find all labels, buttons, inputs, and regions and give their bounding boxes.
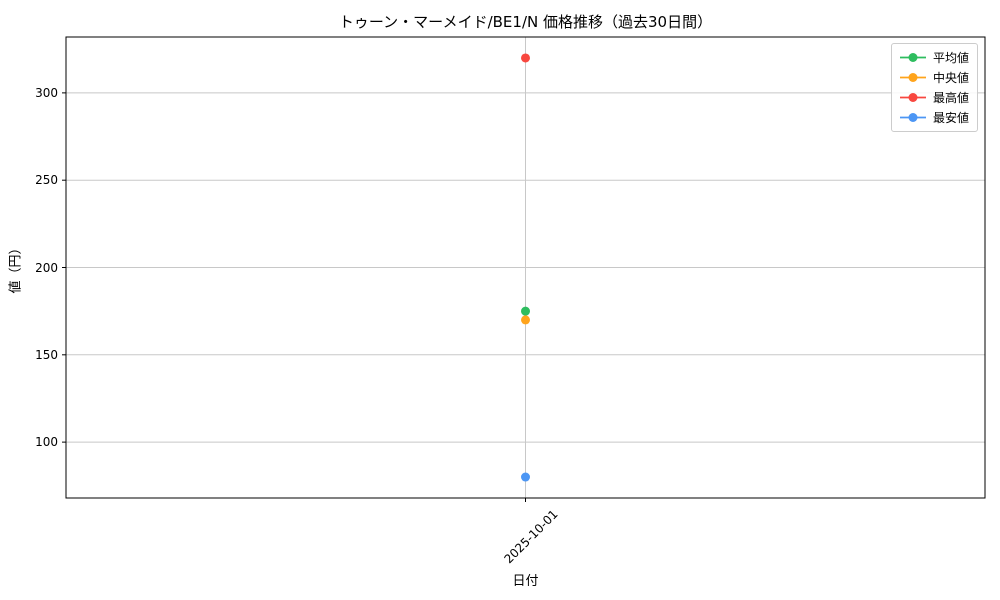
legend-label: 最安値 — [932, 111, 969, 125]
legend: 平均値中央値最高値最安値 — [890, 43, 978, 132]
y-tick-label: 250 — [35, 173, 58, 188]
legend-label: 最高値 — [932, 91, 969, 105]
chart-title: トゥーン・マーメイド/BE1/N 価格推移（過去30日間） — [338, 13, 713, 31]
y-tick-label: 150 — [35, 347, 58, 362]
y-tick-label: 200 — [35, 260, 58, 275]
legend-marker-icon — [899, 113, 926, 122]
data-point-中央値 — [521, 315, 530, 325]
legend-marker-icon — [899, 93, 926, 102]
legend-item-最安値: 最安値 — [899, 109, 969, 126]
y-tick-label: 300 — [35, 85, 58, 100]
legend-marker-icon — [899, 73, 926, 82]
legend-item-最高値: 最高値 — [899, 89, 969, 106]
y-tick-label: 100 — [35, 435, 58, 450]
legend-label: 平均値 — [932, 51, 969, 65]
data-point-最高値 — [521, 53, 530, 63]
legend-label: 中央値 — [932, 71, 969, 85]
plot-border — [65, 36, 986, 499]
legend-marker-icon — [899, 53, 926, 62]
data-point-最安値 — [521, 472, 530, 482]
data-point-平均値 — [521, 306, 530, 316]
legend-item-平均値: 平均値 — [899, 49, 969, 66]
x-axis-label: 日付 — [512, 574, 539, 589]
legend-item-中央値: 中央値 — [899, 69, 969, 86]
